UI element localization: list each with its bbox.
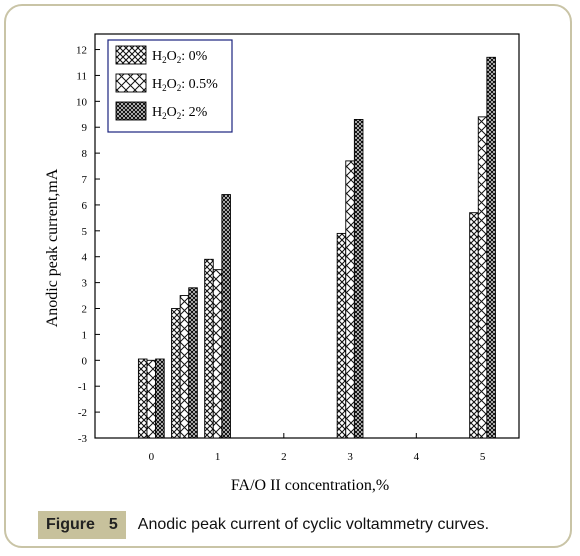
bar	[204, 258, 214, 439]
y-tick-label: 9	[82, 122, 88, 134]
legend-label: H2O2: 0.5%	[152, 77, 218, 93]
x-tick-label: 3	[347, 451, 353, 463]
plot-frame	[94, 33, 520, 439]
bar-series	[137, 56, 496, 439]
caption-text: Anodic peak current of cyclic voltammetr…	[137, 516, 490, 533]
y-tick-label: 11	[76, 70, 87, 82]
x-tick-label: 5	[480, 451, 486, 463]
x-tick-label: 4	[414, 451, 420, 463]
y-tick-label: 12	[76, 45, 87, 57]
x-axis-label: FA/O II concentration,%	[231, 477, 389, 494]
x-tick-label: 1	[215, 451, 221, 463]
bar	[469, 212, 479, 439]
y-tick-label: 7	[82, 174, 88, 186]
x-tick-label: 2	[281, 451, 287, 463]
legend-swatch	[115, 73, 147, 93]
y-tick-label: -3	[78, 433, 88, 445]
figure-label: Figure 5	[38, 511, 126, 539]
y-tick-label: 3	[82, 278, 88, 290]
bar	[221, 194, 231, 439]
y-tick-label: 6	[82, 200, 88, 212]
bar	[155, 358, 165, 439]
bar	[137, 358, 148, 439]
bar	[353, 119, 364, 439]
y-tick-label: 1	[82, 329, 88, 341]
legend-swatch	[115, 45, 147, 65]
y-tick-label: 4	[82, 252, 88, 264]
bar	[477, 116, 488, 439]
y-axis-label: Anodic peak current,mA	[44, 168, 61, 327]
x-tick-label: 0	[149, 451, 155, 463]
figure-caption: Figure 5 Anodic peak current of cyclic v…	[38, 510, 489, 540]
bar	[486, 56, 496, 439]
bar	[212, 269, 223, 439]
y-tick-label: -2	[78, 407, 87, 419]
bar	[171, 308, 181, 439]
y-tick-label: 0	[82, 355, 88, 367]
figure-word: Figure	[46, 516, 95, 533]
bar	[345, 160, 355, 439]
y-tick-label: 5	[82, 226, 88, 238]
bar	[146, 359, 157, 439]
y-tick-label: 10	[76, 96, 88, 108]
y-tick-label: 2	[82, 304, 88, 316]
y-tick-label: -1	[78, 381, 87, 393]
bar	[336, 232, 347, 439]
legend-label: H2O2: 2%	[152, 105, 208, 121]
y-tick-label: 8	[82, 148, 88, 160]
legend: H2O2: 0% H2O2: 0.5% H2O2: 2%	[107, 39, 233, 133]
bar	[188, 287, 198, 439]
legend-label: H2O2: 0%	[152, 49, 208, 65]
figure-number: 5	[108, 516, 118, 533]
legend-swatch	[115, 101, 147, 121]
bar	[179, 295, 190, 439]
